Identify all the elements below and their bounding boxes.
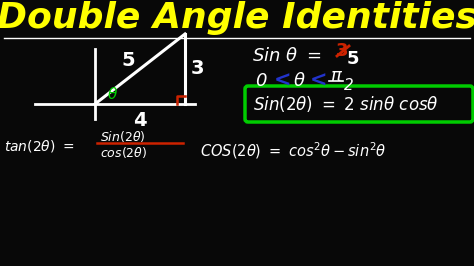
Text: $Sin(2\theta)$: $Sin(2\theta)$	[100, 128, 146, 143]
Text: $\theta$: $\theta$	[293, 72, 306, 90]
Text: <: <	[274, 71, 292, 91]
Text: <: <	[310, 71, 328, 91]
Text: 3: 3	[190, 60, 204, 78]
Text: $Sin\ \theta\ =$: $Sin\ \theta\ =$	[252, 47, 321, 65]
Text: Double Angle Identities: Double Angle Identities	[0, 1, 474, 35]
Text: $tan(2\theta)\ =$: $tan(2\theta)\ =$	[4, 138, 74, 154]
Text: $COS(2\theta)\ =\ cos^2\theta - sin^2\theta$: $COS(2\theta)\ =\ cos^2\theta - sin^2\th…	[200, 141, 387, 161]
Text: 2: 2	[344, 77, 354, 93]
Text: $cos(2\theta)$: $cos(2\theta)$	[100, 146, 147, 160]
Text: 4: 4	[133, 110, 147, 130]
Text: $\theta$: $\theta$	[108, 86, 118, 102]
Text: 5: 5	[121, 52, 135, 70]
Text: $Sin(2\theta)\ =\ 2\ sin\theta\ cos\theta$: $Sin(2\theta)\ =\ 2\ sin\theta\ cos\thet…	[253, 94, 439, 114]
Text: 0: 0	[255, 72, 266, 90]
Text: $\pi$: $\pi$	[330, 67, 343, 85]
Text: 5: 5	[347, 50, 359, 68]
Text: 3: 3	[336, 42, 348, 60]
